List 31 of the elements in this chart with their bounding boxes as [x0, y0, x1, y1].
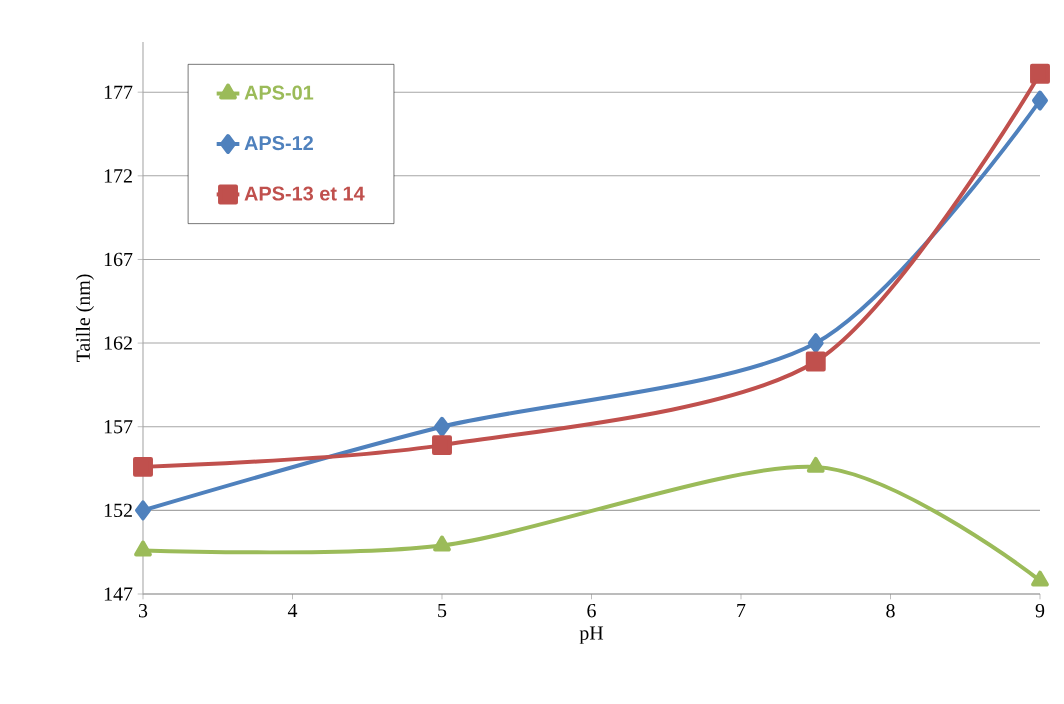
y-axis-title: Taille (nm) [75, 274, 94, 363]
x-tick-label: 7 [737, 604, 746, 618]
legend-label: APS-12 [244, 136, 313, 151]
point [135, 500, 151, 521]
point [134, 540, 152, 557]
x-tick-label: 4 [287, 604, 298, 618]
point [434, 416, 450, 437]
point [1030, 63, 1050, 84]
y-tick-label: 147 [104, 587, 133, 601]
point [805, 351, 826, 372]
y-tick-label: 167 [104, 252, 133, 267]
point [807, 333, 824, 354]
point [806, 456, 825, 473]
point [133, 456, 153, 477]
legend-label: APS-13 et 14 [244, 186, 365, 201]
point [432, 435, 452, 456]
y-tick-label: 162 [104, 336, 132, 350]
point [1031, 570, 1049, 587]
x-tick-label: 3 [138, 604, 148, 618]
y-tick-label: 157 [104, 420, 133, 434]
x-tick-label: 6 [587, 604, 596, 618]
x-axis-title: pH [579, 626, 604, 644]
legend-label: APS-01 [244, 85, 314, 100]
point [1032, 90, 1048, 111]
x-tick-label: 9 [1035, 604, 1045, 618]
point [433, 535, 451, 552]
y-tick-label: 177 [104, 85, 133, 99]
x-tick-label: 8 [886, 604, 895, 618]
y-tick-label: 152 [104, 503, 132, 518]
x-tick-label: 5 [438, 604, 447, 618]
y-tick-label: 172 [104, 169, 132, 183]
